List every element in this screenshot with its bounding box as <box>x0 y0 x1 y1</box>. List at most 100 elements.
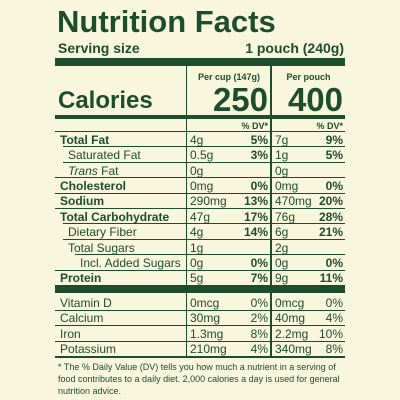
nutrient-name: Total Sugars <box>68 240 135 255</box>
row-rule <box>63 223 345 225</box>
amount: 0g <box>275 255 289 270</box>
daily-value: 13% <box>243 194 268 209</box>
footnote: * The % Daily Value (DV) tells you how m… <box>58 362 340 397</box>
amount: 40mg <box>275 311 306 326</box>
dv-header: % DV* <box>241 121 268 131</box>
amount: 5g <box>190 271 204 286</box>
nutrient-label: Calcium <box>60 312 103 324</box>
nutrient-name: Vitamin D <box>60 295 112 310</box>
nutrient-name: Calcium <box>60 311 104 326</box>
daily-value: 7% <box>250 271 268 286</box>
nutrient-label: Sodium <box>60 195 104 207</box>
amount: 47g <box>190 209 211 224</box>
amount: 0mg <box>275 178 299 193</box>
nutrient-label-italic: Trans <box>68 163 98 178</box>
amount: 4g <box>190 225 204 240</box>
nutrient-name: Dietary Fiber <box>68 225 137 240</box>
serving-label: Serving size <box>58 40 140 56</box>
daily-value: 0% <box>250 255 268 270</box>
amount: 0g <box>190 163 204 178</box>
nutrient-name: Potassium <box>60 342 117 357</box>
amount: 9g <box>275 271 289 286</box>
daily-value: 14% <box>243 225 268 240</box>
nutrient-name: Sodium <box>60 194 104 209</box>
calories-value: 250 <box>212 81 268 118</box>
nutrient-label: Trans Fat <box>68 165 118 177</box>
serving-value: 1 pouch (240g) <box>245 40 344 56</box>
nutrient-label: Iron <box>60 328 81 340</box>
nutrient-name: Incl. Added Sugars <box>80 255 181 270</box>
row-rule <box>55 192 345 194</box>
daily-value: 9% <box>325 132 343 147</box>
daily-value: 0% <box>250 295 268 310</box>
daily-value: 4% <box>250 342 268 357</box>
thick-rule <box>55 285 345 293</box>
nutrient-label: Protein <box>60 272 101 284</box>
row-rule <box>63 146 345 148</box>
nutrient-label: Potassium <box>60 343 116 355</box>
amount: 2g <box>275 240 289 255</box>
row-rule <box>55 269 345 271</box>
daily-value: 0% <box>325 178 343 193</box>
row-rule <box>55 325 345 326</box>
row-rule <box>63 161 345 163</box>
nutrient-name: Total Carbohydrate <box>60 209 170 224</box>
rule <box>55 356 345 358</box>
nutrient-label: Cholesterol <box>60 180 126 192</box>
row-rule <box>55 177 345 179</box>
amount: 290mg <box>190 194 227 209</box>
nutrient-label: Dietary Fiber <box>68 226 137 238</box>
row-rule <box>75 254 345 256</box>
daily-value: 8% <box>250 326 268 341</box>
amount: 1.3mg <box>190 326 224 341</box>
row-rule <box>55 208 345 209</box>
amount: 7g <box>275 132 289 147</box>
nutrient-label: Saturated Fat <box>68 149 141 161</box>
amount: 0mcg <box>275 295 305 310</box>
daily-value: 11% <box>319 271 343 286</box>
amount: 1g <box>190 240 204 255</box>
nutrient-name: Iron <box>60 326 81 341</box>
nutrient-name: Total Fat <box>60 132 110 147</box>
amount: 210mg <box>190 342 227 357</box>
daily-value: 17% <box>243 209 268 224</box>
daily-value: 0% <box>325 255 343 270</box>
row-rule <box>55 340 345 342</box>
medium-rule <box>55 115 345 119</box>
title: Nutrition Facts <box>57 4 276 39</box>
dv-header: % DV* <box>316 121 343 131</box>
amount: 6g <box>275 225 289 240</box>
column-header: Per pouch <box>286 72 331 82</box>
daily-value: 0% <box>250 178 268 193</box>
amount: 0mg <box>190 178 214 193</box>
amount: 0g <box>275 163 289 178</box>
column-rule <box>186 66 187 356</box>
amount: 0.5g <box>190 148 214 163</box>
nutrient-label: Total Carbohydrate <box>60 211 169 223</box>
calories-value: 400 <box>287 81 343 118</box>
daily-value: 4% <box>325 311 343 326</box>
nutrient-label: Total Fat <box>60 134 109 146</box>
row-rule <box>55 309 345 311</box>
daily-value: 5% <box>325 148 343 163</box>
calories-label: Calories <box>58 87 153 114</box>
column-header: Per cup (147g) <box>197 72 261 82</box>
daily-value: 21% <box>318 225 343 240</box>
amount: 2.2mg <box>275 326 309 341</box>
amount: 30mg <box>190 311 221 326</box>
column-rule <box>270 66 272 356</box>
daily-value: 5% <box>250 132 268 147</box>
amount: 1g <box>275 148 289 163</box>
nutrient-name: Protein <box>60 271 102 286</box>
amount: 76g <box>275 209 296 224</box>
nutrient-name: Fat <box>101 163 119 178</box>
row-rule <box>55 131 345 132</box>
daily-value: 3% <box>250 148 268 163</box>
nutrient-name: Saturated Fat <box>68 148 141 163</box>
amount: 0mcg <box>190 295 220 310</box>
daily-value: 28% <box>318 209 343 224</box>
daily-value: 2% <box>250 311 268 326</box>
daily-value: 0% <box>325 295 343 310</box>
row-rule <box>63 238 345 240</box>
